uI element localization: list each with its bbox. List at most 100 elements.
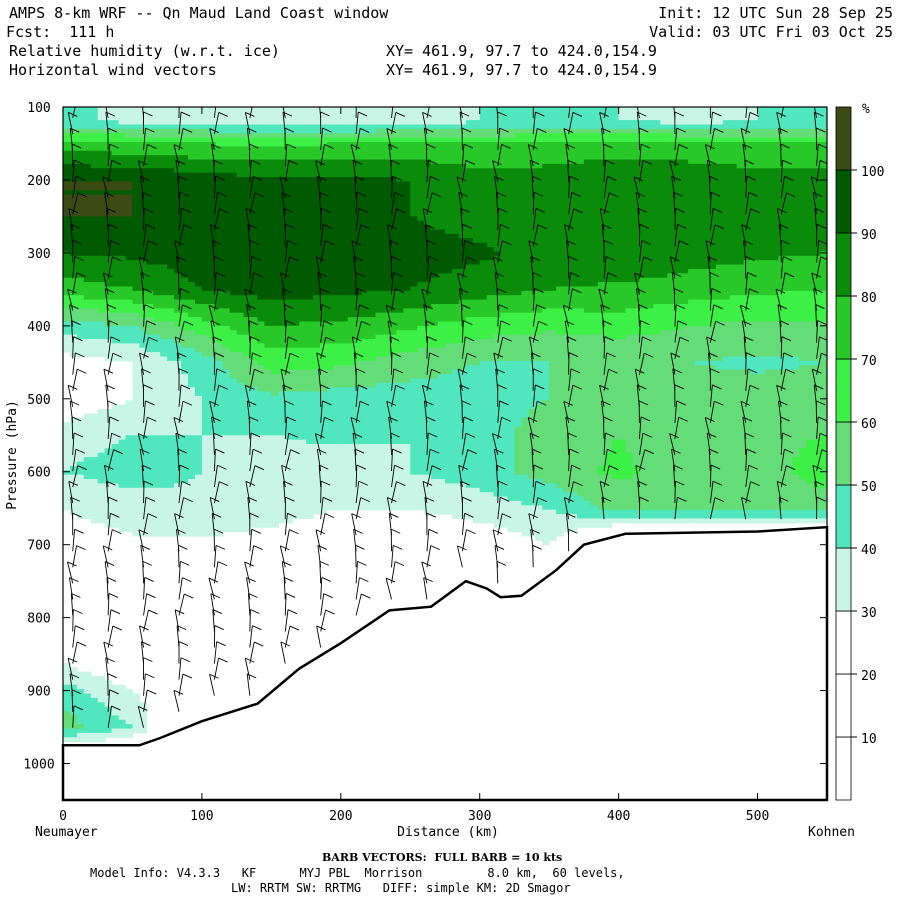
rh-cell — [76, 509, 85, 515]
rh-cell — [424, 115, 432, 121]
rh-cell — [125, 732, 134, 738]
rh-cell — [285, 461, 293, 467]
rh-cell — [319, 487, 328, 493]
rh-cell — [264, 435, 272, 441]
rh-cell — [347, 238, 356, 244]
rh-cell — [153, 391, 161, 397]
rh-cell — [97, 212, 106, 218]
rh-cell — [215, 365, 224, 371]
rh-cell — [257, 203, 266, 209]
rh-cell — [125, 689, 134, 695]
rh-cell — [271, 190, 279, 196]
rh-cell — [69, 146, 78, 152]
rh-cell — [153, 181, 161, 187]
rh-cell — [125, 159, 134, 165]
rh-cell — [222, 264, 231, 270]
rh-cell — [69, 251, 78, 257]
rh-cell — [396, 299, 404, 305]
rh-cell — [90, 435, 99, 441]
rh-cell — [69, 684, 78, 690]
rh-cell — [229, 500, 238, 506]
rh-cell — [292, 155, 300, 161]
rh-cell — [257, 159, 266, 165]
rh-cell — [63, 277, 71, 283]
rh-cell — [368, 229, 377, 235]
rh-cell — [417, 163, 425, 169]
rh-cell — [174, 518, 182, 524]
rh-cell — [243, 352, 252, 358]
rh-cell — [111, 356, 120, 362]
rh-cell — [375, 334, 384, 340]
rh-cell — [97, 325, 106, 331]
rh-cell — [111, 242, 120, 248]
rh-cell — [181, 198, 189, 204]
rh-cell — [313, 461, 321, 467]
rh-cell — [229, 163, 238, 169]
rh-cell — [118, 514, 127, 520]
rh-cell — [215, 198, 224, 204]
rh-cell — [181, 352, 189, 358]
rh-cell — [313, 448, 321, 454]
rh-cell — [229, 514, 238, 520]
rh-cell — [410, 207, 418, 213]
rh-cell — [396, 220, 404, 226]
rh-cell — [132, 382, 140, 388]
rh-cell — [396, 212, 404, 218]
rh-cell — [326, 247, 335, 253]
rh-cell — [201, 260, 210, 266]
rh-cell — [313, 417, 321, 423]
rh-cell — [139, 417, 147, 423]
rh-cell — [354, 273, 363, 279]
rh-cell — [118, 220, 127, 226]
rh-cell — [278, 448, 286, 454]
rh-cell — [382, 220, 391, 226]
rh-cell — [194, 290, 203, 296]
rh-cell — [229, 312, 238, 318]
rh-cell — [347, 198, 356, 204]
rh-cell — [90, 212, 99, 218]
rh-cell — [292, 325, 300, 331]
rh-cell — [410, 247, 418, 253]
rh-cell — [222, 282, 231, 288]
rh-cell — [285, 212, 293, 218]
rh-cell — [333, 251, 342, 257]
rh-cell — [236, 430, 245, 436]
rh-cell — [347, 264, 356, 270]
rh-cell — [208, 190, 217, 196]
rh-cell — [132, 387, 140, 393]
rh-cell — [153, 233, 161, 239]
rh-cell — [278, 159, 286, 165]
rh-cell — [132, 439, 140, 445]
rh-cell — [76, 212, 85, 218]
rh-cell — [396, 400, 404, 406]
rh-cell — [250, 220, 259, 226]
rh-cell — [63, 111, 71, 117]
rh-cell — [313, 382, 321, 388]
rh-cell — [306, 338, 314, 344]
rh-cell — [201, 347, 210, 353]
rh-cell — [382, 391, 391, 397]
rh-cell — [83, 689, 92, 695]
rh-cell — [368, 137, 377, 143]
rh-cell — [424, 137, 432, 143]
rh-cell — [90, 347, 99, 353]
rh-cell — [333, 194, 342, 200]
rh-cell — [292, 461, 300, 467]
rh-cell — [299, 378, 307, 384]
rh-cell — [396, 264, 404, 270]
rh-cell — [403, 163, 411, 169]
rh-cell — [368, 404, 377, 410]
rh-cell — [396, 150, 404, 156]
rh-cell — [63, 233, 71, 239]
rh-cell — [132, 426, 140, 432]
rh-cell — [229, 474, 238, 480]
rh-cell — [396, 347, 404, 353]
rh-cell — [104, 483, 113, 489]
rh-cell — [326, 146, 335, 152]
rh-cell — [139, 317, 147, 323]
rh-cell — [292, 264, 300, 270]
rh-cell — [292, 378, 300, 384]
rh-cell — [292, 509, 300, 515]
rh-cell — [160, 150, 168, 156]
rh-cell — [271, 207, 279, 213]
